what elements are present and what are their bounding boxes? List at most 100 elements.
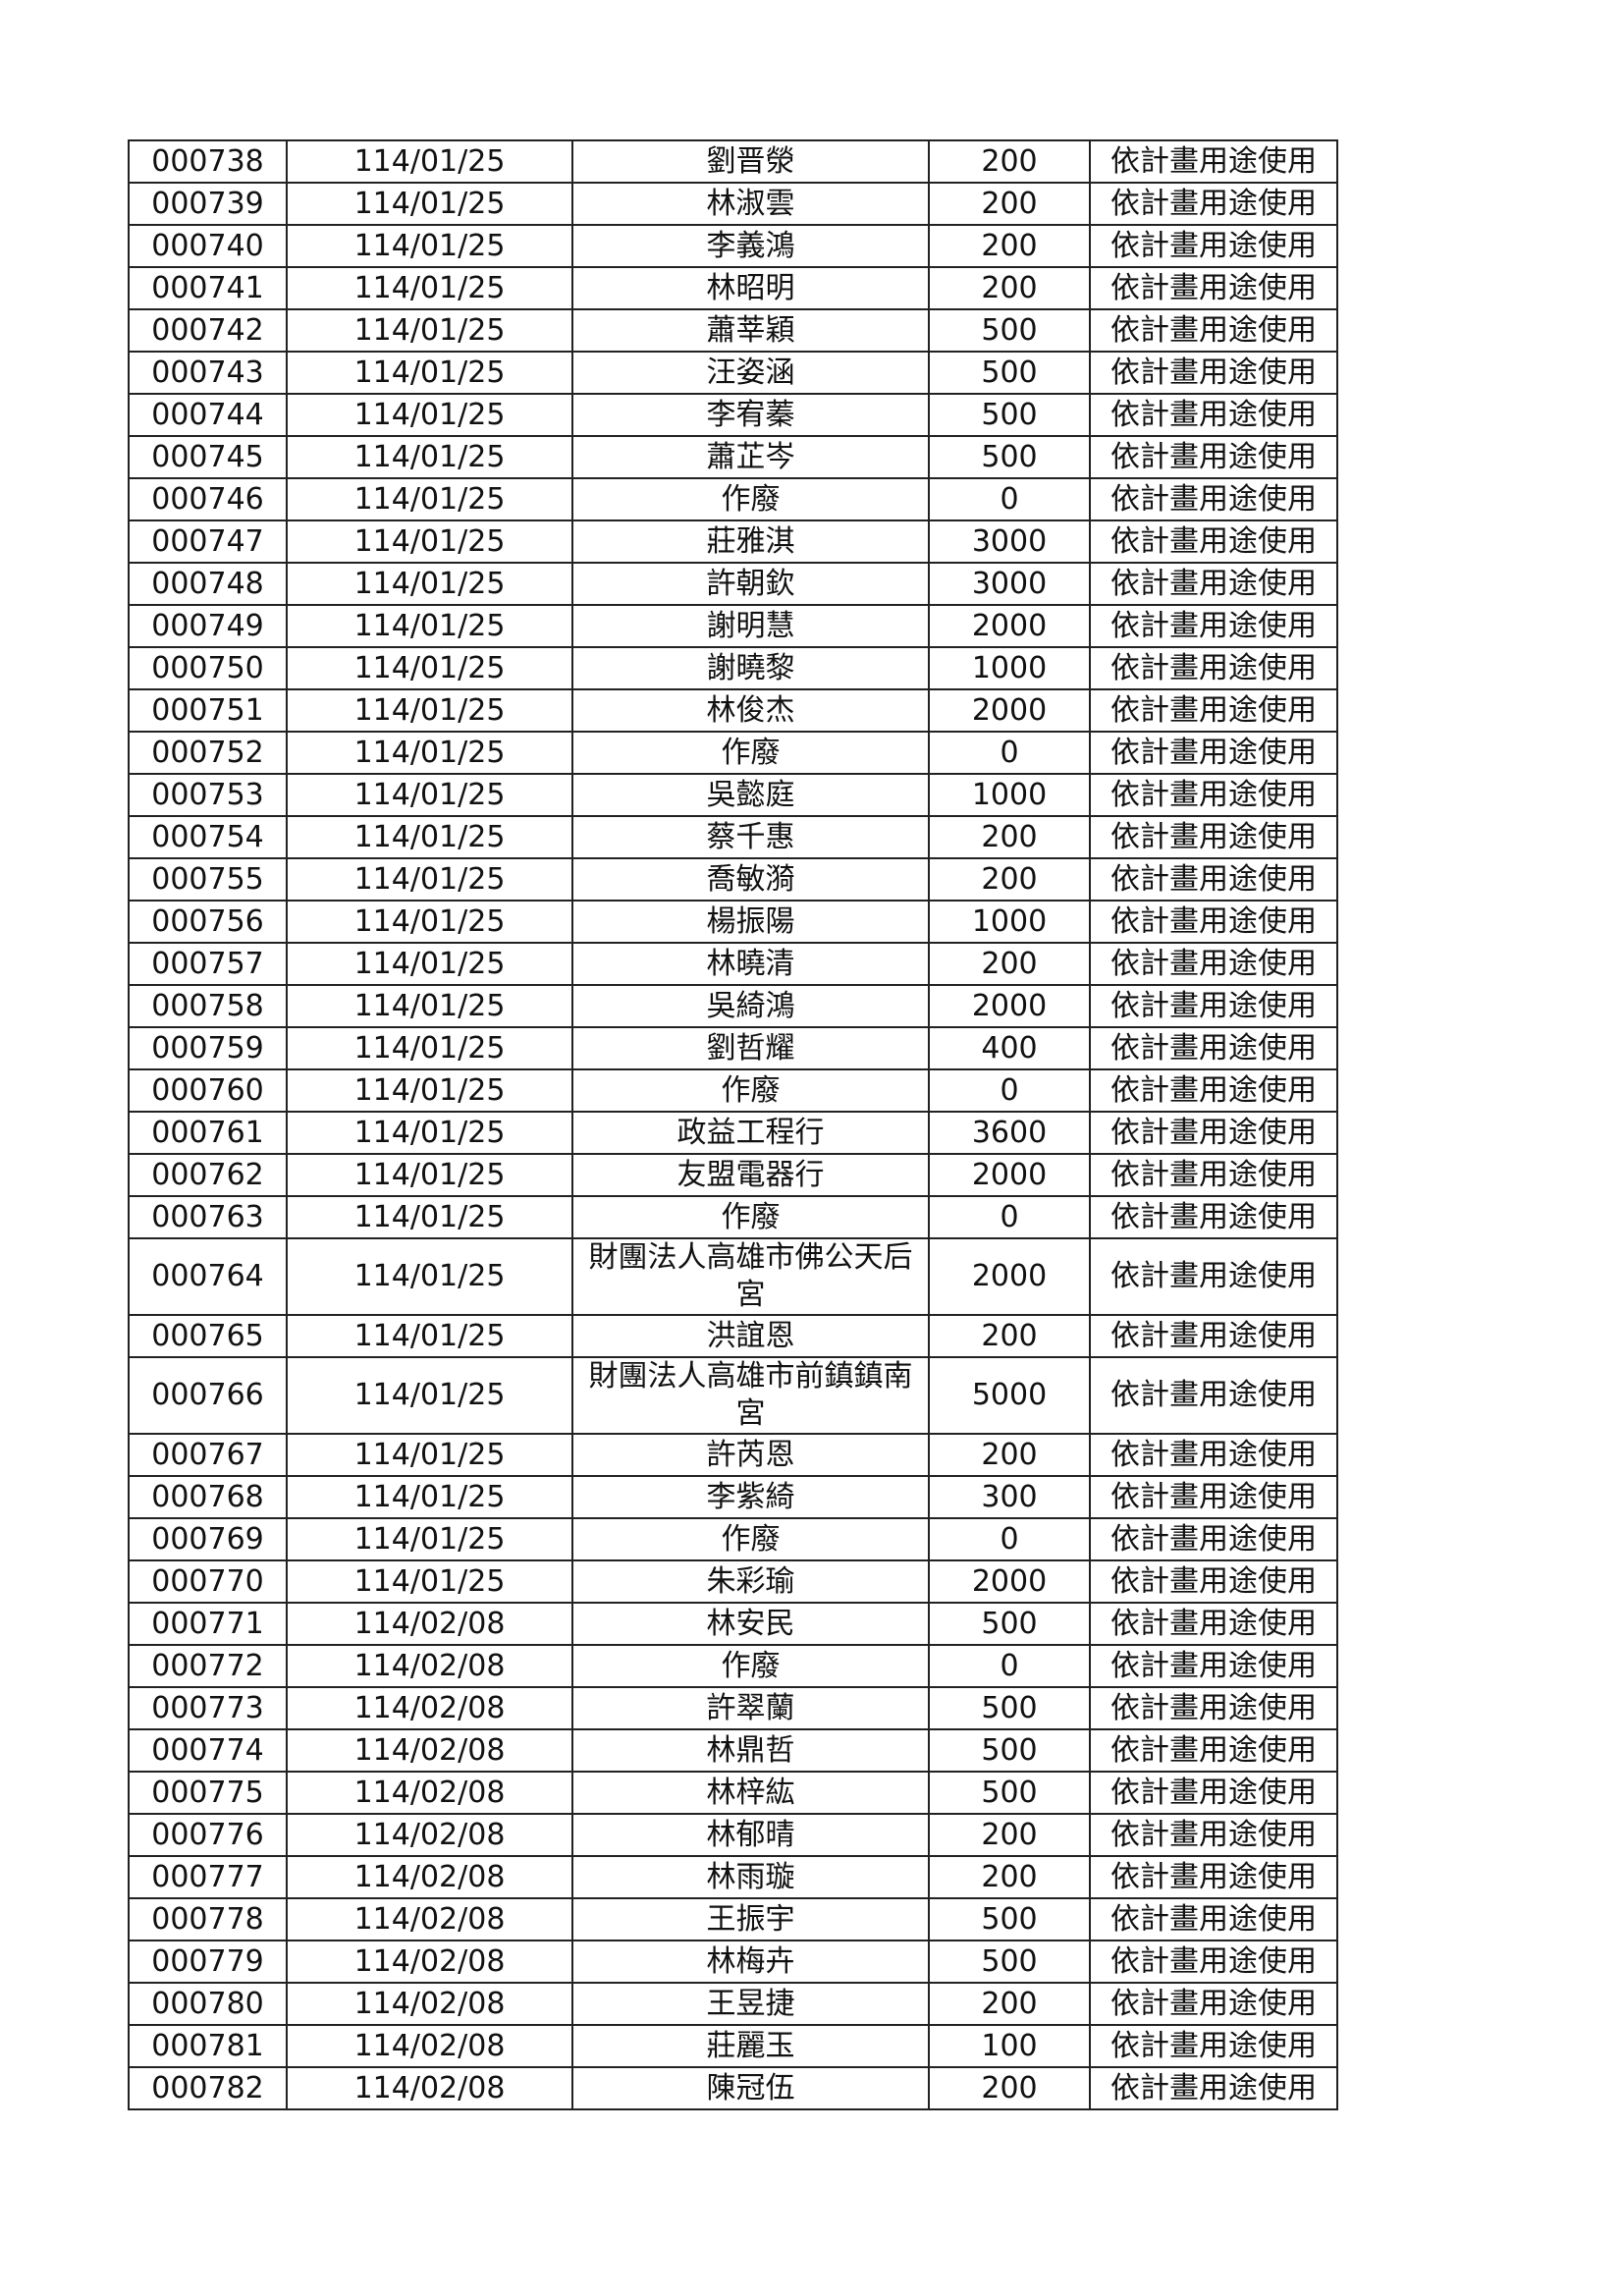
amount: 500 xyxy=(928,1728,1091,1773)
donor-name: 許朝欽 xyxy=(571,562,930,606)
receipt-number: 000768 xyxy=(128,1475,288,1519)
table-row: 000776 114/02/08 林郁晴 200 依計畫用途使用 xyxy=(128,1813,1338,1857)
usage: 依計畫用途使用 xyxy=(1089,1433,1338,1477)
date: 114/01/25 xyxy=(286,688,573,733)
usage: 依計畫用途使用 xyxy=(1089,1686,1338,1730)
donor-name: 朱彩瑜 xyxy=(571,1559,930,1604)
receipt-number: 000756 xyxy=(128,900,288,944)
donor-name: 謝曉黎 xyxy=(571,646,930,690)
usage: 依計畫用途使用 xyxy=(1089,139,1338,184)
date: 114/01/25 xyxy=(286,519,573,564)
donor-name: 政益工程行 xyxy=(571,1111,930,1155)
amount: 500 xyxy=(928,1602,1091,1646)
usage: 依計畫用途使用 xyxy=(1089,1813,1338,1857)
donor-name: 林梓紘 xyxy=(571,1771,930,1815)
receipt-number: 000739 xyxy=(128,182,288,226)
date: 114/01/25 xyxy=(286,773,573,817)
donor-name: 財團法人高雄市前鎮鎮南宮 xyxy=(571,1356,930,1435)
usage: 依計畫用途使用 xyxy=(1089,1855,1338,1899)
usage: 依計畫用途使用 xyxy=(1089,1602,1338,1646)
donor-name: 王昱捷 xyxy=(571,1982,930,2026)
donor-name: 林梅卉 xyxy=(571,1940,930,1984)
amount: 2000 xyxy=(928,984,1091,1028)
date: 114/01/25 xyxy=(286,308,573,353)
amount: 200 xyxy=(928,139,1091,184)
receipt-number: 000766 xyxy=(128,1356,288,1435)
date: 114/02/08 xyxy=(286,1686,573,1730)
date: 114/02/08 xyxy=(286,1602,573,1646)
date: 114/01/25 xyxy=(286,182,573,226)
date: 114/01/25 xyxy=(286,266,573,310)
donor-name: 作廢 xyxy=(571,1068,930,1113)
donor-name: 汪姿涵 xyxy=(571,351,930,395)
date: 114/01/25 xyxy=(286,139,573,184)
donor-name: 王振宇 xyxy=(571,1897,930,1941)
donor-name: 友盟電器行 xyxy=(571,1153,930,1197)
usage: 依計畫用途使用 xyxy=(1089,1314,1338,1358)
table-row: 000767 114/01/25 許芮恩 200 依計畫用途使用 xyxy=(128,1433,1338,1477)
donor-name: 許芮恩 xyxy=(571,1433,930,1477)
donor-name: 作廢 xyxy=(571,1195,930,1239)
receipt-number: 000750 xyxy=(128,646,288,690)
table-row: 000741 114/01/25 林昭明 200 依計畫用途使用 xyxy=(128,266,1338,310)
table-row: 000777 114/02/08 林雨璇 200 依計畫用途使用 xyxy=(128,1855,1338,1899)
donor-name: 林曉清 xyxy=(571,942,930,986)
amount: 2000 xyxy=(928,1559,1091,1604)
receipt-number: 000780 xyxy=(128,1982,288,2026)
receipt-number: 000746 xyxy=(128,477,288,521)
table-row: 000752 114/01/25 作廢 0 依計畫用途使用 xyxy=(128,731,1338,775)
amount: 200 xyxy=(928,182,1091,226)
date: 114/01/25 xyxy=(286,1026,573,1070)
usage: 依計畫用途使用 xyxy=(1089,562,1338,606)
amount: 0 xyxy=(928,1644,1091,1688)
receipt-number: 000781 xyxy=(128,2024,288,2068)
table-row: 000759 114/01/25 劉哲耀 400 依計畫用途使用 xyxy=(128,1026,1338,1070)
donor-name: 林郁晴 xyxy=(571,1813,930,1857)
date: 114/01/25 xyxy=(286,1153,573,1197)
receipt-number: 000753 xyxy=(128,773,288,817)
amount: 200 xyxy=(928,1855,1091,1899)
date: 114/02/08 xyxy=(286,1813,573,1857)
usage: 依計畫用途使用 xyxy=(1089,308,1338,353)
amount: 200 xyxy=(928,1433,1091,1477)
date: 114/02/08 xyxy=(286,2024,573,2068)
receipt-number: 000760 xyxy=(128,1068,288,1113)
receipt-number: 000755 xyxy=(128,857,288,902)
donor-name: 劉哲耀 xyxy=(571,1026,930,1070)
table-row: 000740 114/01/25 李義鴻 200 依計畫用途使用 xyxy=(128,224,1338,268)
date: 114/01/25 xyxy=(286,224,573,268)
receipt-number: 000743 xyxy=(128,351,288,395)
amount: 0 xyxy=(928,1517,1091,1561)
date: 114/01/25 xyxy=(286,1111,573,1155)
receipt-number: 000740 xyxy=(128,224,288,268)
receipt-number: 000773 xyxy=(128,1686,288,1730)
table-row: 000751 114/01/25 林俊杰 2000 依計畫用途使用 xyxy=(128,688,1338,733)
receipt-number: 000765 xyxy=(128,1314,288,1358)
amount: 300 xyxy=(928,1475,1091,1519)
usage: 依計畫用途使用 xyxy=(1089,519,1338,564)
amount: 1000 xyxy=(928,646,1091,690)
table-row: 000739 114/01/25 林淑雲 200 依計畫用途使用 xyxy=(128,182,1338,226)
receipt-number: 000757 xyxy=(128,942,288,986)
usage: 依計畫用途使用 xyxy=(1089,1026,1338,1070)
donor-name: 許翠蘭 xyxy=(571,1686,930,1730)
amount: 0 xyxy=(928,1195,1091,1239)
date: 114/02/08 xyxy=(286,1982,573,2026)
donor-name: 財團法人高雄市佛公天后宮 xyxy=(571,1237,930,1316)
donor-name: 陳冠伍 xyxy=(571,2066,930,2110)
amount: 200 xyxy=(928,857,1091,902)
usage: 依計畫用途使用 xyxy=(1089,1237,1338,1316)
donor-name: 作廢 xyxy=(571,1517,930,1561)
table-row: 000770 114/01/25 朱彩瑜 2000 依計畫用途使用 xyxy=(128,1559,1338,1604)
table-row: 000779 114/02/08 林梅卉 500 依計畫用途使用 xyxy=(128,1940,1338,1984)
table-row: 000771 114/02/08 林安民 500 依計畫用途使用 xyxy=(128,1602,1338,1646)
receipt-number: 000751 xyxy=(128,688,288,733)
receipt-number: 000762 xyxy=(128,1153,288,1197)
usage: 依計畫用途使用 xyxy=(1089,1153,1338,1197)
usage: 依計畫用途使用 xyxy=(1089,1356,1338,1435)
table-row: 000749 114/01/25 謝明慧 2000 依計畫用途使用 xyxy=(128,604,1338,648)
donor-name: 吳綺鴻 xyxy=(571,984,930,1028)
amount: 1000 xyxy=(928,900,1091,944)
records-table: 000738 114/01/25 劉晋滎 200 依計畫用途使用 000739 114/01… xyxy=(128,139,1338,2110)
date: 114/01/25 xyxy=(286,900,573,944)
